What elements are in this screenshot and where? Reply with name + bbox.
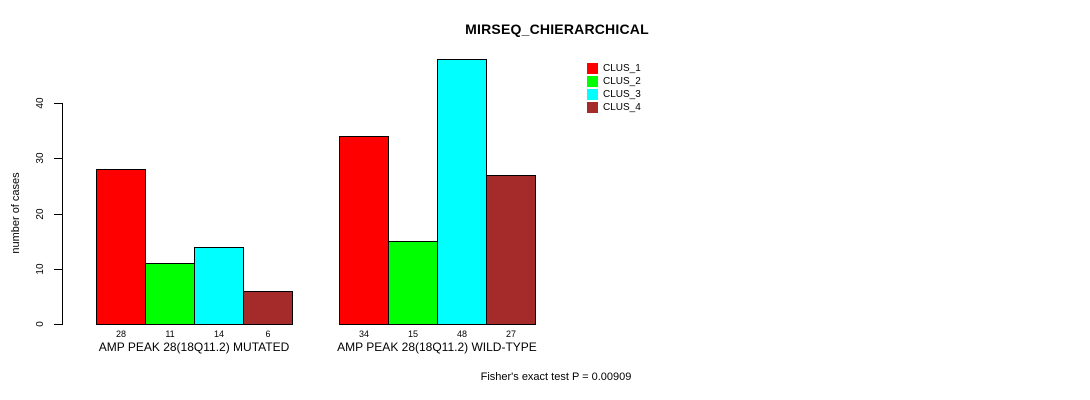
legend-item: CLUS_4 bbox=[587, 101, 641, 114]
legend-label: CLUS_4 bbox=[603, 102, 641, 113]
bar-clus_3-wild-type bbox=[437, 59, 487, 325]
y-tick-mark bbox=[54, 158, 62, 159]
bar-clus_1-mutated bbox=[96, 169, 146, 325]
legend-swatch-icon bbox=[587, 63, 598, 74]
y-tick-label: 10 bbox=[35, 263, 46, 275]
legend-swatch-icon bbox=[587, 76, 598, 87]
chart-title: MIRSEQ_CHIERARCHICAL bbox=[465, 21, 649, 37]
bar-clus_2-wild-type bbox=[388, 241, 438, 325]
bar-value-label: 28 bbox=[115, 329, 126, 339]
legend-item: CLUS_2 bbox=[587, 75, 641, 88]
bar-value-label: 15 bbox=[407, 329, 418, 339]
bar-clus_1-wild-type bbox=[339, 136, 389, 325]
y-axis-line bbox=[62, 103, 63, 325]
legend: CLUS_1 CLUS_2 CLUS_3 CLUS_4 bbox=[587, 62, 641, 114]
x-category-label: AMP PEAK 28(18Q11.2) MUTATED bbox=[98, 340, 290, 354]
y-tick-label: 20 bbox=[35, 208, 46, 220]
legend-label: CLUS_2 bbox=[603, 76, 641, 87]
y-tick-mark bbox=[54, 103, 62, 104]
y-tick-mark bbox=[54, 269, 62, 270]
bar-clus_2-mutated bbox=[145, 263, 195, 325]
legend-label: CLUS_1 bbox=[603, 63, 641, 74]
bar-clus_3-mutated bbox=[194, 247, 244, 325]
legend-item: CLUS_1 bbox=[587, 62, 641, 75]
bar-value-label: 11 bbox=[165, 329, 175, 339]
legend-swatch-icon bbox=[587, 102, 598, 113]
bar-value-label: 48 bbox=[456, 329, 467, 339]
bar-value-label: 27 bbox=[505, 329, 516, 339]
y-tick-mark bbox=[54, 324, 62, 325]
y-tick-label: 40 bbox=[35, 97, 46, 109]
y-axis-label: number of cases bbox=[10, 172, 22, 254]
y-tick-label: 0 bbox=[35, 321, 46, 327]
bar-value-label: 6 bbox=[265, 329, 271, 339]
bar-clus_4-mutated bbox=[243, 291, 293, 325]
legend-item: CLUS_3 bbox=[587, 88, 641, 101]
bar-value-label: 34 bbox=[358, 329, 369, 339]
bar-clus_4-wild-type bbox=[486, 175, 536, 325]
x-category-label: AMP PEAK 28(18Q11.2) WILD-TYPE bbox=[337, 340, 537, 354]
y-tick-label: 30 bbox=[35, 152, 46, 164]
y-tick-mark bbox=[54, 214, 62, 215]
legend-swatch-icon bbox=[587, 89, 598, 100]
fisher-test-annotation: Fisher's exact test P = 0.00909 bbox=[480, 371, 632, 383]
legend-label: CLUS_3 bbox=[603, 89, 641, 100]
bar-value-label: 14 bbox=[213, 329, 224, 339]
